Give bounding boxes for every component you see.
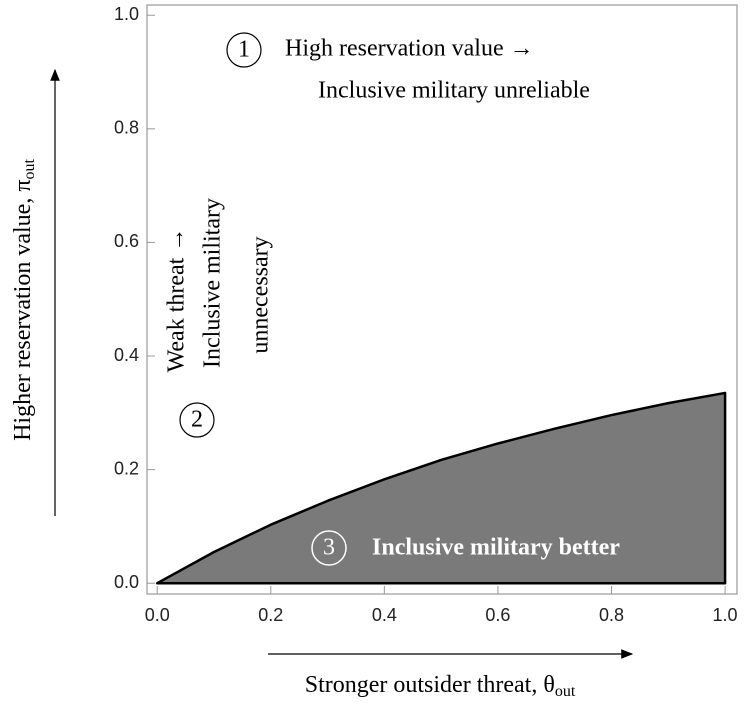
y-tick-label: 0.6 <box>114 231 139 251</box>
region-marker <box>179 402 215 438</box>
x-axis-label: Stronger outsider threat, θout <box>305 672 576 700</box>
area <box>155 391 727 585</box>
x-tick-label: 0.8 <box>599 605 624 625</box>
region-number: 1 <box>238 37 250 63</box>
annotation: Inclusive military <box>200 198 226 368</box>
y-tick-label: 0.2 <box>114 458 139 478</box>
y-tick-label: 0.0 <box>114 572 139 592</box>
y-label-main: Higher reservation value, π <box>10 180 36 441</box>
y-tick-label: 0.4 <box>114 345 139 365</box>
x-tick-label: 0.4 <box>372 605 397 625</box>
x-tick-label: 0.2 <box>258 605 283 625</box>
annotation: unnecessary <box>248 236 274 353</box>
y-label-sub: out <box>21 159 38 180</box>
plot-frame <box>146 4 738 595</box>
annotation: Inclusive military better <box>372 535 620 561</box>
annotation: Inclusive military unreliable <box>318 78 590 104</box>
region-number: 3 <box>323 535 335 561</box>
y-tick-label: 1.0 <box>114 4 139 24</box>
x-tick-label: 0.6 <box>485 605 510 625</box>
annotation: Weak threat → <box>164 228 190 373</box>
annotation: High reservation value → <box>285 36 534 62</box>
region-marker <box>311 530 347 566</box>
region-marker <box>226 32 262 68</box>
y-axis-label: Higher reservation value, πout <box>10 159 38 441</box>
x-tick-label: 0.0 <box>145 605 170 625</box>
x-tick-label: 1.0 <box>713 605 738 625</box>
region-number: 2 <box>191 407 203 433</box>
x-label-sub: out <box>555 683 576 700</box>
y-tick-label: 0.8 <box>114 118 139 138</box>
x-label-main: Stronger outsider threat, θ <box>305 672 555 698</box>
plot-area: 0.0 0.2 0.4 0.6 0.8 1.0 0.0 0.2 0.4 0.6 0.8 1.0 1 Hig… <box>114 4 738 625</box>
